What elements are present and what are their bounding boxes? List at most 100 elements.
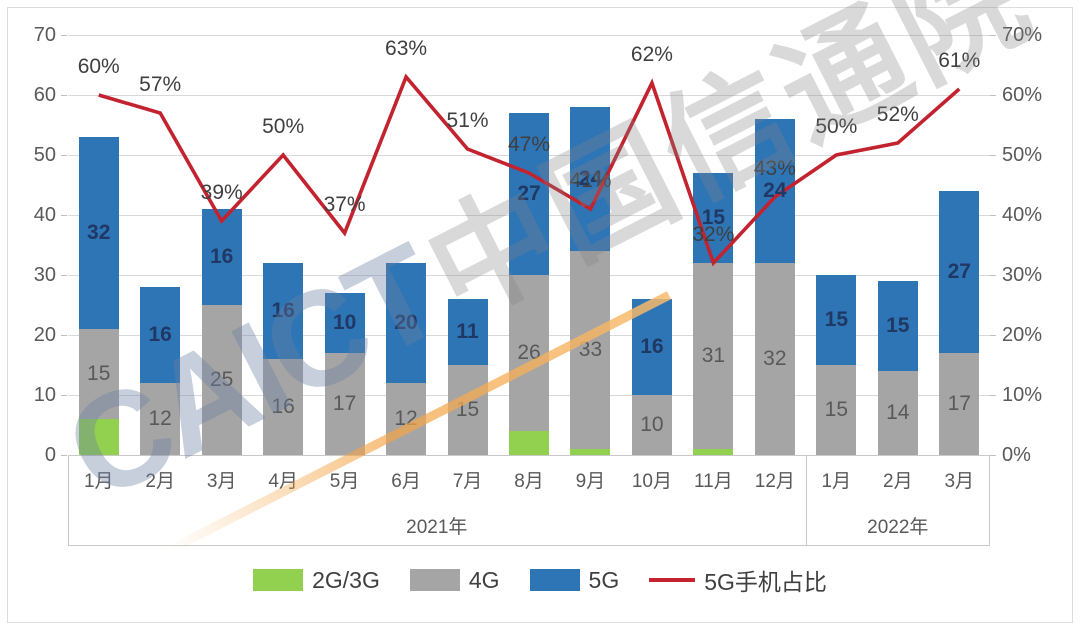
right-axis-tick-label: 50% bbox=[1002, 144, 1043, 166]
bar-value-label-4g: 25 bbox=[209, 368, 234, 391]
bar-value-label-4g: 14 bbox=[886, 401, 910, 424]
left-axis-tick bbox=[61, 155, 67, 156]
grid-line bbox=[68, 455, 990, 456]
right-axis-tick bbox=[990, 215, 996, 216]
month-label: 4月 bbox=[268, 471, 298, 492]
bar-segment-5g bbox=[78, 137, 119, 329]
bar-value-label-5g: 16 bbox=[271, 299, 295, 322]
right-axis-tick bbox=[990, 395, 996, 396]
left-axis-tick-label: 0 bbox=[44, 444, 56, 466]
bar-value-label-5g: 15 bbox=[824, 308, 849, 331]
legend-item-4g: 4G bbox=[409, 566, 500, 594]
month-label: 12月 bbox=[754, 471, 795, 492]
bar-value-label-4g: 31 bbox=[701, 344, 726, 367]
bar-value-label-5g: 15 bbox=[886, 314, 910, 337]
bar-value-label-5g: 10 bbox=[332, 311, 357, 334]
grid-line bbox=[68, 35, 990, 36]
right-axis-tick bbox=[990, 335, 996, 336]
bar-segment-2g3g bbox=[78, 419, 119, 455]
plot-area: 15 32 12 16 25 16 16 16 17 10 12 20 15 11 26 27 33 24 10 16… bbox=[68, 35, 990, 456]
bar-segment-5g bbox=[509, 113, 549, 275]
bar-value-label-4g: 17 bbox=[332, 392, 357, 415]
bar-value-label-4g: 12 bbox=[394, 407, 418, 430]
left-axis-tick bbox=[61, 455, 67, 456]
bar-value-label-4g: 15 bbox=[87, 362, 111, 385]
line-percent-label: 63% bbox=[385, 37, 428, 60]
legend-color-swatch-5g bbox=[529, 569, 580, 591]
bar-segment-2g3g bbox=[693, 449, 734, 455]
legend-label-4g: 4G bbox=[468, 566, 500, 593]
bar-value-label-5g: 32 bbox=[87, 221, 111, 244]
bar-value-label-5g: 20 bbox=[394, 311, 418, 334]
legend-item-5g: 5G bbox=[529, 566, 620, 594]
legend-line-swatch-5g-share bbox=[649, 578, 696, 582]
month-label: 3月 bbox=[944, 471, 975, 492]
legend-color-swatch-2g3g bbox=[253, 569, 304, 591]
bar-value-label-4g: 16 bbox=[271, 395, 295, 418]
left-axis-tick bbox=[61, 35, 67, 36]
left-axis-tick bbox=[61, 395, 67, 396]
line-percent-label: 50% bbox=[815, 115, 858, 138]
bar-value-label-4g: 10 bbox=[640, 413, 664, 436]
month-label: 3月 bbox=[206, 471, 237, 492]
legend-item-2g3g: 2G/3G bbox=[253, 567, 380, 594]
bar-value-label-5g: 27 bbox=[947, 260, 971, 283]
bar-value-label-4g: 33 bbox=[578, 338, 603, 361]
legend-label-5g: 5G bbox=[588, 566, 620, 593]
line-percent-label: 50% bbox=[262, 115, 305, 138]
month-label: 1月 bbox=[821, 471, 852, 492]
month-label: 1月 bbox=[83, 471, 114, 492]
line-percent-label: 57% bbox=[139, 73, 182, 96]
right-axis-tick-label: 20% bbox=[1002, 324, 1043, 346]
left-axis-tick-label: 60 bbox=[33, 84, 56, 106]
bar-value-label-4g: 15 bbox=[455, 398, 480, 421]
month-label: 7月 bbox=[452, 471, 483, 492]
bar-value-label-5g: 24 bbox=[578, 167, 603, 190]
category-axis-box bbox=[68, 455, 990, 546]
right-axis-tick-label: 10% bbox=[1002, 384, 1043, 406]
left-axis-tick-label: 70 bbox=[33, 24, 56, 46]
line-percent-label: 37% bbox=[323, 193, 366, 216]
right-axis-tick-label: 30% bbox=[1002, 264, 1043, 286]
year-label: 2021年 bbox=[406, 517, 468, 538]
line-percent-label: 43% bbox=[753, 157, 796, 180]
bar-value-label-5g: 15 bbox=[701, 206, 726, 229]
month-label: 5月 bbox=[329, 471, 360, 492]
bar-value-label-4g: 32 bbox=[763, 347, 787, 370]
bar-value-label-5g: 11 bbox=[456, 320, 479, 343]
right-axis-tick bbox=[990, 455, 996, 456]
right-axis-tick-label: 0% bbox=[1002, 444, 1031, 466]
left-axis-tick-label: 50 bbox=[33, 144, 56, 166]
bar-segment-5g bbox=[754, 119, 795, 263]
line-percent-label: 61% bbox=[938, 49, 981, 72]
grid-line bbox=[68, 95, 990, 96]
line-percent-label: 41% bbox=[569, 169, 612, 192]
left-axis-tick-label: 20 bbox=[33, 324, 56, 346]
left-axis-tick bbox=[61, 215, 67, 216]
chart-legend: 2G/3G 4G 5G 5G手机占比 bbox=[0, 563, 1080, 597]
bar-segment-4g bbox=[877, 371, 918, 455]
bar-segment-5g bbox=[816, 275, 857, 365]
bar-segment-4g bbox=[816, 365, 857, 455]
legend-color-swatch-4g bbox=[409, 569, 460, 591]
month-label: 8月 bbox=[514, 471, 544, 492]
right-axis-tick-label: 70% bbox=[1002, 24, 1043, 46]
bar-segment-5g bbox=[939, 191, 980, 353]
right-axis-tick-label: 60% bbox=[1002, 84, 1043, 106]
year-label: 2022年 bbox=[867, 517, 929, 538]
bar-segment-5g bbox=[201, 209, 242, 305]
month-label: 6月 bbox=[391, 471, 421, 492]
5g-share-polyline bbox=[98, 73, 961, 267]
bar-value-label-5g: 16 bbox=[640, 335, 664, 358]
line-percent-label: 52% bbox=[876, 103, 919, 126]
month-label: 9月 bbox=[575, 471, 606, 492]
left-axis-tick-label: 30 bbox=[33, 264, 56, 286]
right-axis-tick bbox=[990, 275, 996, 276]
bar-segment-4g bbox=[78, 329, 119, 419]
bar-value-label-5g: 24 bbox=[763, 179, 787, 202]
bar-segment-4g bbox=[693, 263, 734, 449]
line-percent-label: 39% bbox=[200, 181, 243, 204]
right-axis-tick-label: 40% bbox=[1002, 204, 1043, 226]
line-percent-label: 32% bbox=[692, 223, 735, 246]
left-axis-tick-label: 10 bbox=[33, 384, 56, 406]
